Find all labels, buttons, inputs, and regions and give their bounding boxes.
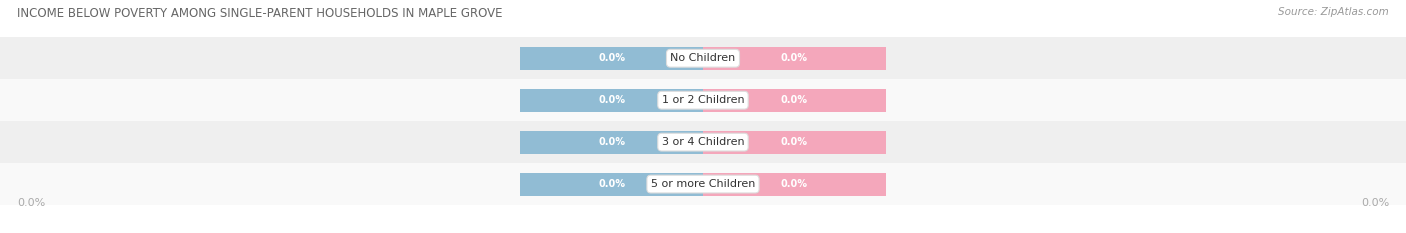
Bar xyxy=(520,89,703,112)
Text: 0.0%: 0.0% xyxy=(598,137,626,147)
Bar xyxy=(703,89,886,112)
Bar xyxy=(0,121,1406,163)
Text: 0.0%: 0.0% xyxy=(780,95,808,105)
Text: 5 or more Children: 5 or more Children xyxy=(651,179,755,189)
Text: 0.0%: 0.0% xyxy=(598,95,626,105)
Text: 0.0%: 0.0% xyxy=(17,198,45,208)
Text: Source: ZipAtlas.com: Source: ZipAtlas.com xyxy=(1278,7,1389,17)
Text: 1 or 2 Children: 1 or 2 Children xyxy=(662,95,744,105)
Bar xyxy=(520,172,703,196)
Bar xyxy=(520,47,703,70)
Bar xyxy=(520,130,703,154)
Text: 0.0%: 0.0% xyxy=(780,53,808,63)
Text: No Children: No Children xyxy=(671,53,735,63)
Text: 0.0%: 0.0% xyxy=(780,179,808,189)
Text: 0.0%: 0.0% xyxy=(598,53,626,63)
Bar xyxy=(0,163,1406,205)
Bar xyxy=(703,47,886,70)
Bar xyxy=(0,37,1406,79)
Text: 0.0%: 0.0% xyxy=(598,179,626,189)
Bar xyxy=(703,130,886,154)
Text: 3 or 4 Children: 3 or 4 Children xyxy=(662,137,744,147)
Text: 0.0%: 0.0% xyxy=(780,137,808,147)
Text: 0.0%: 0.0% xyxy=(1361,198,1389,208)
Bar xyxy=(0,79,1406,121)
Bar xyxy=(703,172,886,196)
Text: INCOME BELOW POVERTY AMONG SINGLE-PARENT HOUSEHOLDS IN MAPLE GROVE: INCOME BELOW POVERTY AMONG SINGLE-PARENT… xyxy=(17,7,502,20)
